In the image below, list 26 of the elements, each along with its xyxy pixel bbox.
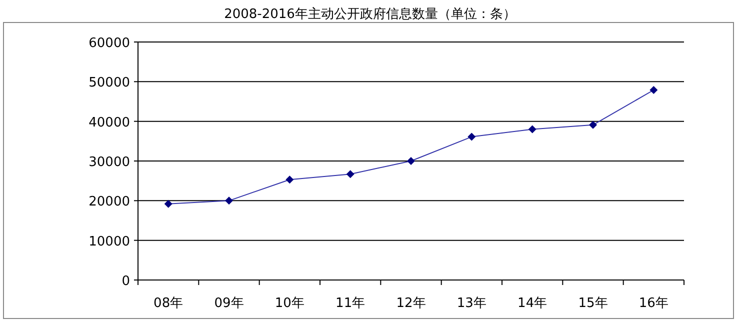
- point: [346, 170, 354, 178]
- point: [650, 86, 658, 94]
- x-tick-label: 13年: [456, 296, 486, 311]
- x-tick-label: 11年: [336, 296, 366, 311]
- y-tick-label: 10000: [88, 234, 130, 250]
- y-tick-label: 50000: [88, 76, 130, 91]
- x-tick-label: 08年: [154, 296, 184, 311]
- point: [286, 176, 294, 184]
- chart-title: 2008-2016年主动公开政府信息数量（单位：条）: [224, 6, 516, 22]
- x-tick-label: 16年: [638, 296, 668, 311]
- point: [164, 200, 172, 208]
- x-tick-label: 15年: [578, 296, 608, 311]
- y-tick-label: 30000: [88, 155, 130, 170]
- point: [407, 157, 415, 165]
- x-tick-label: 14年: [518, 296, 548, 311]
- y-tick-label: 40000: [88, 115, 130, 130]
- x-tick-label: 10年: [274, 296, 304, 311]
- x-tick-label: 12年: [396, 296, 426, 311]
- y-tick-label: 0: [122, 274, 130, 289]
- point: [589, 120, 597, 129]
- point: [468, 132, 476, 141]
- point: [225, 196, 233, 205]
- x-tick-label: 09年: [214, 296, 244, 311]
- y-tick-label: 60000: [88, 36, 130, 51]
- y-tick-label: 20000: [88, 194, 130, 210]
- point: [528, 125, 536, 134]
